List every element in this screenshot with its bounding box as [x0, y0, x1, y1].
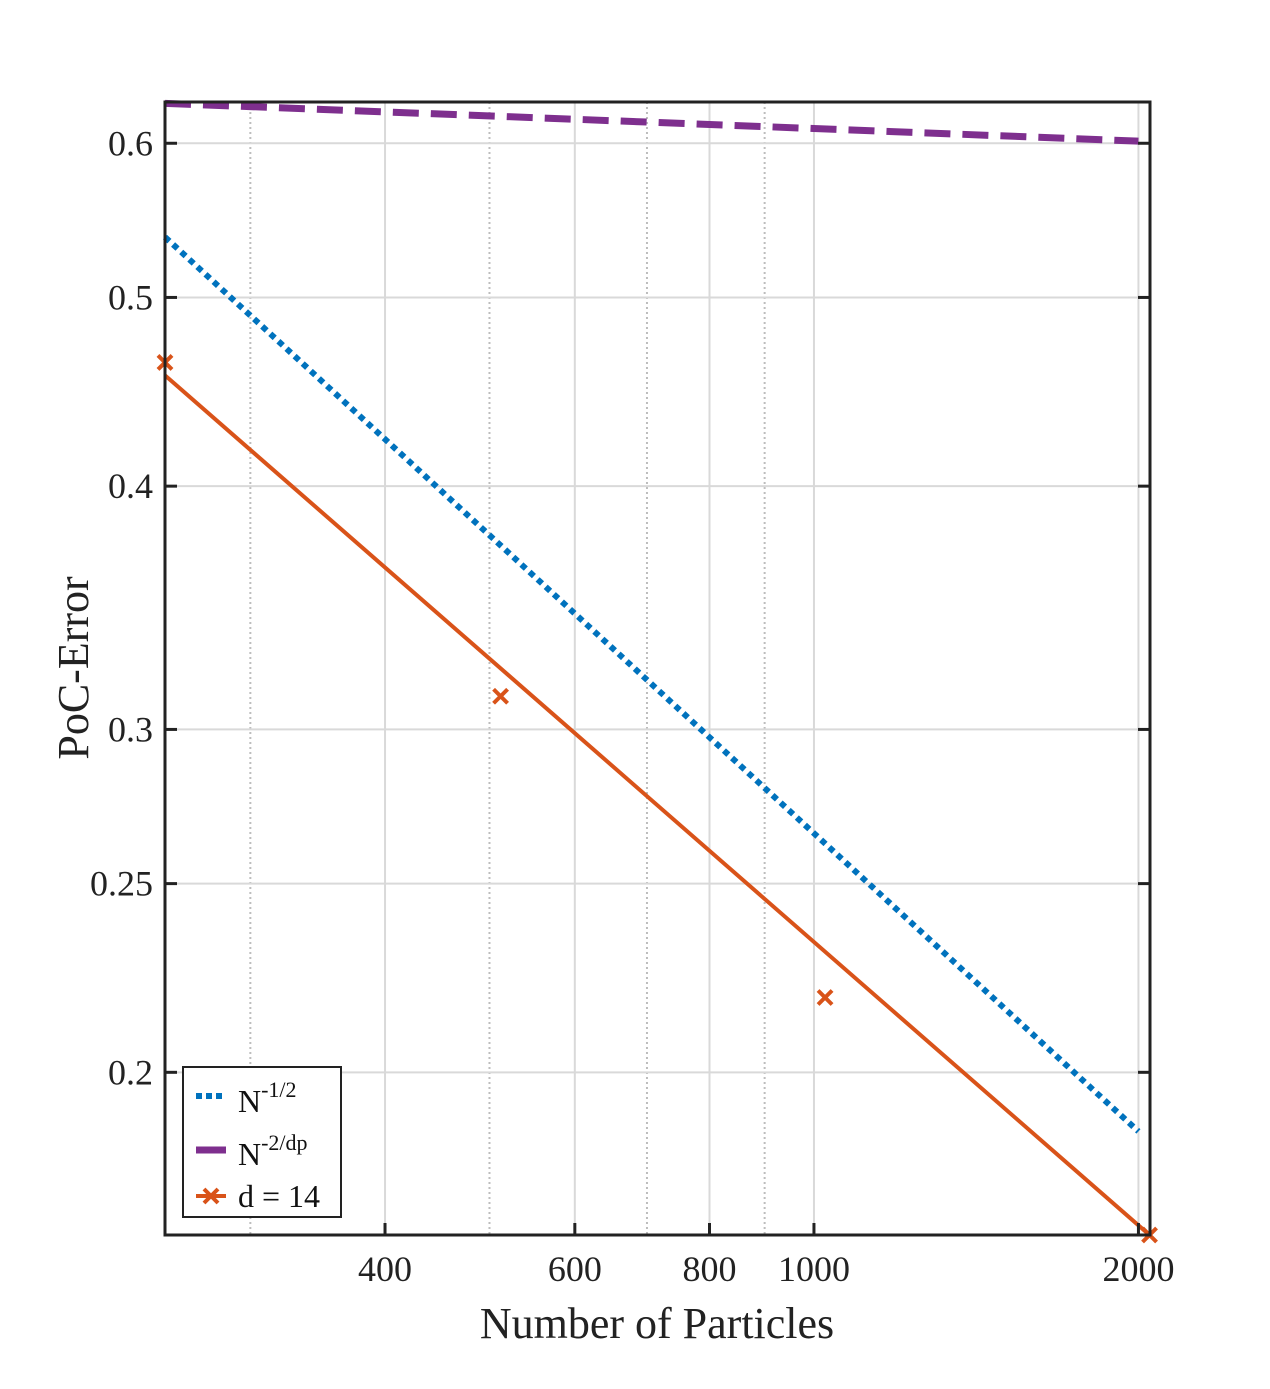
- tick-labels: 0.2 0.25 0.3 0.4 0.5 0.6 400 600 800 1000 2000: [90, 123, 1174, 1289]
- legend-label-n-half: N-1/2: [238, 1077, 297, 1119]
- legend-sup-n-half: -1/2: [261, 1077, 296, 1102]
- plot-frame: [163, 100, 1152, 1237]
- x-tick-label-800: 800: [683, 1249, 737, 1289]
- x-axis-title: Number of Particles: [480, 1299, 834, 1348]
- series-line-n-half: [162, 234, 1141, 1134]
- axes: [163, 100, 1152, 1237]
- y-tick-label-0_3: 0.3: [108, 709, 153, 749]
- y-axis-title: PoC-Error: [49, 576, 98, 760]
- legend-sup-n-dp: -2/dp: [261, 1130, 307, 1155]
- x-tick-label-1000: 1000: [778, 1249, 850, 1289]
- y-tick-label-0_25: 0.25: [90, 864, 153, 904]
- x-tick-label-2000: 2000: [1102, 1249, 1174, 1289]
- y-tick-label-0_6: 0.6: [108, 123, 153, 163]
- y-tick-label-0_5: 0.5: [108, 277, 153, 317]
- y-tick-label-0_2: 0.2: [108, 1052, 153, 1092]
- series-line-d14: [163, 373, 1151, 1237]
- grid: [165, 102, 1150, 1235]
- legend: N-1/2 N-2/dp d = 14: [182, 1066, 342, 1218]
- legend-label-d14: d = 14: [238, 1178, 320, 1214]
- legend-base-n-half: N: [238, 1083, 261, 1119]
- x-tick-label-600: 600: [548, 1249, 602, 1289]
- legend-base-n-dp: N: [238, 1136, 261, 1172]
- legend-marker-d14: [202, 1187, 220, 1205]
- legend-label-n-dp: N-2/dp: [238, 1130, 308, 1172]
- legend-item-n-dp: N-2/dp: [196, 1130, 308, 1172]
- legend-item-n-half: N-1/2: [196, 1077, 297, 1119]
- legend-item-d14: d = 14: [196, 1178, 320, 1214]
- x-tick-label-400: 400: [358, 1249, 412, 1289]
- data-point-d14-1024: [816, 989, 834, 1006]
- series-line-n-dp: [164, 99, 1139, 145]
- y-tick-label-0_4: 0.4: [108, 466, 153, 506]
- data-point-d14-512: [492, 687, 509, 705]
